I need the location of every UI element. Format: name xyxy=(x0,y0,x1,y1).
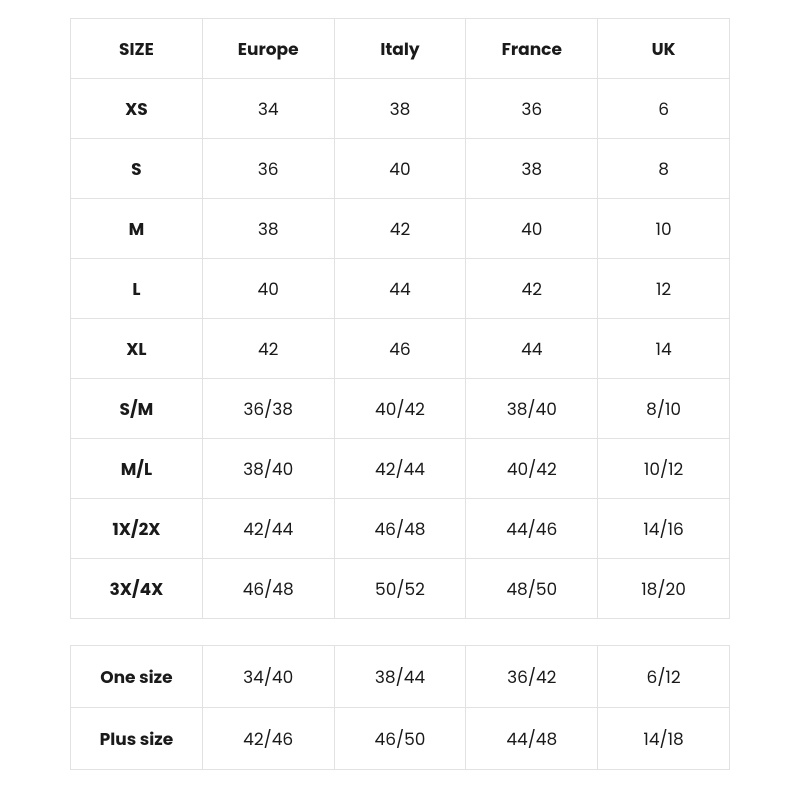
table-row: Plus size 42/46 46/50 44/48 14/18 xyxy=(71,708,730,770)
size-label: 1X/2X xyxy=(71,499,203,559)
cell: 46/50 xyxy=(334,708,466,770)
cell: 36 xyxy=(466,79,598,139)
cell: 44/46 xyxy=(466,499,598,559)
cell: 38 xyxy=(202,199,334,259)
cell: 36/42 xyxy=(466,646,598,708)
cell: 6/12 xyxy=(598,646,730,708)
cell: 48/50 xyxy=(466,559,598,619)
cell: 14 xyxy=(598,319,730,379)
cell: 46 xyxy=(334,319,466,379)
cell: 6 xyxy=(598,79,730,139)
cell: 36 xyxy=(202,139,334,199)
cell: 46/48 xyxy=(202,559,334,619)
cell: 8/10 xyxy=(598,379,730,439)
cell: 42 xyxy=(334,199,466,259)
cell: 10/12 xyxy=(598,439,730,499)
table-row: 1X/2X 42/44 46/48 44/46 14/16 xyxy=(71,499,730,559)
cell: 38/44 xyxy=(334,646,466,708)
cell: 42/44 xyxy=(334,439,466,499)
size-label: M xyxy=(71,199,203,259)
header-row: SIZE Europe Italy France UK xyxy=(71,19,730,79)
cell: 44 xyxy=(334,259,466,319)
table-row: S/M 36/38 40/42 38/40 8/10 xyxy=(71,379,730,439)
col-europe: Europe xyxy=(202,19,334,79)
table-row: M 38 42 40 10 xyxy=(71,199,730,259)
cell: 8 xyxy=(598,139,730,199)
cell: 10 xyxy=(598,199,730,259)
cell: 50/52 xyxy=(334,559,466,619)
table-row: XS 34 38 36 6 xyxy=(71,79,730,139)
cell: 14/18 xyxy=(598,708,730,770)
cell: 42/44 xyxy=(202,499,334,559)
table-row: 3X/4X 46/48 50/52 48/50 18/20 xyxy=(71,559,730,619)
cell: 42 xyxy=(466,259,598,319)
table-row: XL 42 46 44 14 xyxy=(71,319,730,379)
size-label: S xyxy=(71,139,203,199)
size-label: Plus size xyxy=(71,708,203,770)
cell: 38/40 xyxy=(466,379,598,439)
col-size: SIZE xyxy=(71,19,203,79)
cell: 38 xyxy=(334,79,466,139)
col-italy: Italy xyxy=(334,19,466,79)
cell: 36/38 xyxy=(202,379,334,439)
cell: 14/16 xyxy=(598,499,730,559)
size-label: XS xyxy=(71,79,203,139)
size-chart-extra: One size 34/40 38/44 36/42 6/12 Plus siz… xyxy=(70,645,730,770)
table-row: L 40 44 42 12 xyxy=(71,259,730,319)
size-label: 3X/4X xyxy=(71,559,203,619)
cell: 42/46 xyxy=(202,708,334,770)
size-rows: XS 34 38 36 6 S 36 40 38 8 M 38 42 40 10… xyxy=(71,79,730,619)
cell: 34/40 xyxy=(202,646,334,708)
table-row: S 36 40 38 8 xyxy=(71,139,730,199)
cell: 46/48 xyxy=(334,499,466,559)
cell: 18/20 xyxy=(598,559,730,619)
cell: 12 xyxy=(598,259,730,319)
size-label: L xyxy=(71,259,203,319)
size-chart-main: SIZE Europe Italy France UK XS 34 38 36 … xyxy=(70,18,730,619)
size-label: One size xyxy=(71,646,203,708)
table-row: One size 34/40 38/44 36/42 6/12 xyxy=(71,646,730,708)
cell: 44 xyxy=(466,319,598,379)
table-row: M/L 38/40 42/44 40/42 10/12 xyxy=(71,439,730,499)
table-gap xyxy=(70,619,730,645)
cell: 42 xyxy=(202,319,334,379)
cell: 40 xyxy=(334,139,466,199)
cell: 40/42 xyxy=(334,379,466,439)
cell: 40 xyxy=(202,259,334,319)
size-label: M/L xyxy=(71,439,203,499)
size-label: S/M xyxy=(71,379,203,439)
cell: 40/42 xyxy=(466,439,598,499)
cell: 34 xyxy=(202,79,334,139)
col-uk: UK xyxy=(598,19,730,79)
cell: 38 xyxy=(466,139,598,199)
cell: 44/48 xyxy=(466,708,598,770)
size-label: XL xyxy=(71,319,203,379)
col-france: France xyxy=(466,19,598,79)
cell: 38/40 xyxy=(202,439,334,499)
cell: 40 xyxy=(466,199,598,259)
